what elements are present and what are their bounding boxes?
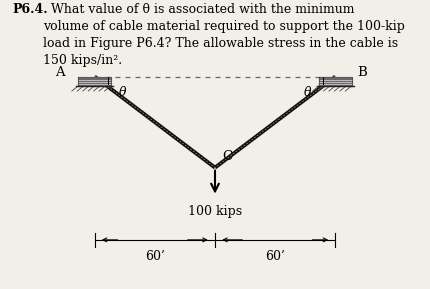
Polygon shape [319,77,352,86]
Text: What value of θ is associated with the minimum
volume of cable material required: What value of θ is associated with the m… [43,3,405,67]
Text: B: B [357,66,367,79]
Text: θ: θ [119,86,126,99]
Text: P6.4.: P6.4. [13,3,49,16]
Text: A: A [55,66,64,79]
Text: 60’: 60’ [265,250,285,263]
Text: C: C [223,150,233,163]
Polygon shape [78,77,111,86]
Text: 60’: 60’ [145,250,165,263]
Text: θ: θ [304,86,311,99]
Text: 100 kips: 100 kips [188,205,242,218]
